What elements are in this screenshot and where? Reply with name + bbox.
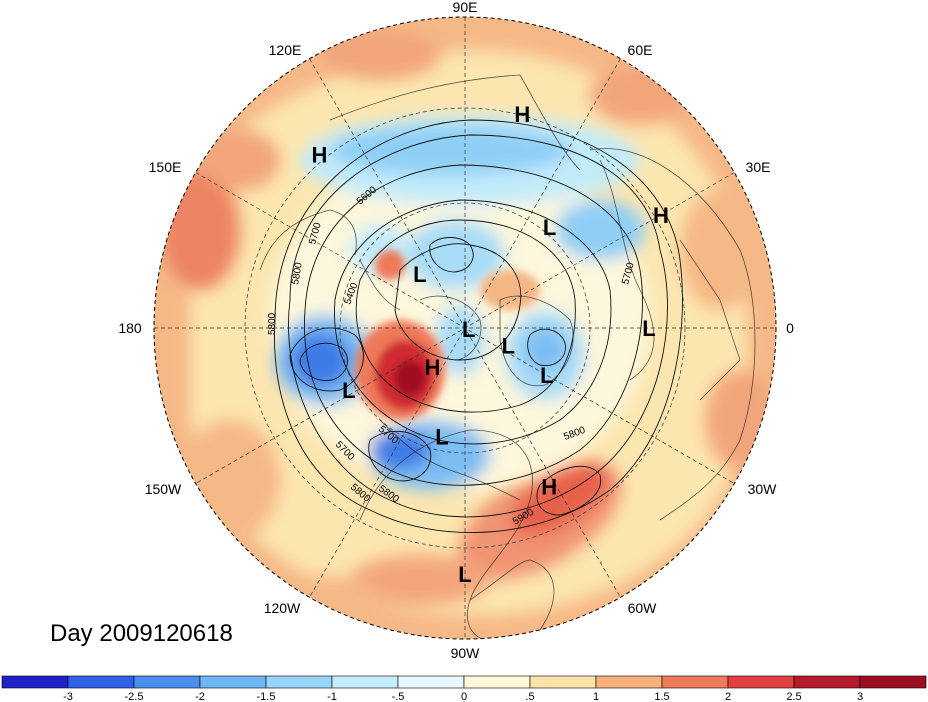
colorbar-tick-label: 3 [857,691,863,702]
high-pressure-label: H [653,203,669,228]
lon-label-60w: 60W [628,600,658,616]
colorbar-swatch [331,675,399,689]
lon-label-90e: 90E [453,0,478,15]
colorbar-swatch [463,675,531,689]
high-pressure-label: H [312,143,328,168]
colorbar-tick-label: -2 [195,691,205,702]
high-pressure-label: H [425,355,441,380]
lon-label-0: 0 [786,320,794,336]
low-pressure-label: L [342,378,355,403]
lon-label-60e: 60E [628,42,653,58]
colorbar-swatch [397,675,465,689]
lon-label-120e: 120E [269,42,302,58]
low-pressure-label: L [413,262,426,287]
lon-label-150w: 150W [145,481,182,497]
lon-label-120w: 120W [264,600,301,616]
high-pressure-label: H [541,474,557,499]
low-pressure-label: L [502,334,515,359]
lon-label-30e: 30E [746,159,771,175]
colorbar-swatch [661,675,729,689]
colorbar-tick-label: -.5 [392,691,405,702]
low-pressure-label: L [543,215,556,240]
height-contours [274,119,683,533]
colorbar-tick-label: 2.5 [786,691,801,702]
colorbar-swatch [793,675,861,689]
low-pressure-label: L [435,424,448,449]
colorbar-tick-label: -2.5 [125,691,144,702]
lon-label-30w: 30W [748,481,778,497]
colorbar-tick-label: -1.5 [257,691,276,702]
lon-label-90w: 90W [451,645,481,661]
low-pressure-label: L [540,363,553,388]
anomaly-field [154,17,776,639]
colorbar-tick-label: .5 [525,691,534,702]
colorbar-swatch [1,675,69,689]
colorbar-swatch [67,675,135,689]
colorbar-swatch [199,675,267,689]
graticule [154,17,776,639]
colorbar-swatch [529,675,597,689]
colorbar-swatch [859,675,927,689]
longitude-labels: 90E 60E 30E 0 30W 60W 90W 120W 150W 180 … [118,0,794,661]
lon-label-150e: 150E [149,159,182,175]
coastlines [259,74,756,639]
contour-label: 5800 [290,261,305,285]
date-title: Day 2009120618 [50,620,233,647]
low-pressure-label: L [642,316,655,341]
low-pressure-label: L [458,562,471,587]
lon-label-180: 180 [118,320,142,336]
colorbar-swatch [727,675,795,689]
colorbar-tick-label: -3 [63,691,73,702]
contour-label: 5800 [267,312,278,335]
colorbar-swatch [595,675,663,689]
colorbar-tick-label: 1 [593,691,599,702]
colorbar: -3 -2.5 -2 -1.5 -1 -.5 0 .5 1 1.5 2 2.5 3 [1,675,927,702]
colorbar-tick-label: -1 [327,691,337,702]
high-pressure-label: H [514,102,530,127]
colorbar-tick-label: 0 [461,691,467,702]
colorbar-swatch [133,675,201,689]
colorbar-swatch [265,675,333,689]
map-boundary [153,16,777,640]
colorbar-tick-label: 2 [725,691,731,702]
colorbar-tick-label: 1.5 [654,691,669,702]
low-pressure-label: L [462,317,475,342]
